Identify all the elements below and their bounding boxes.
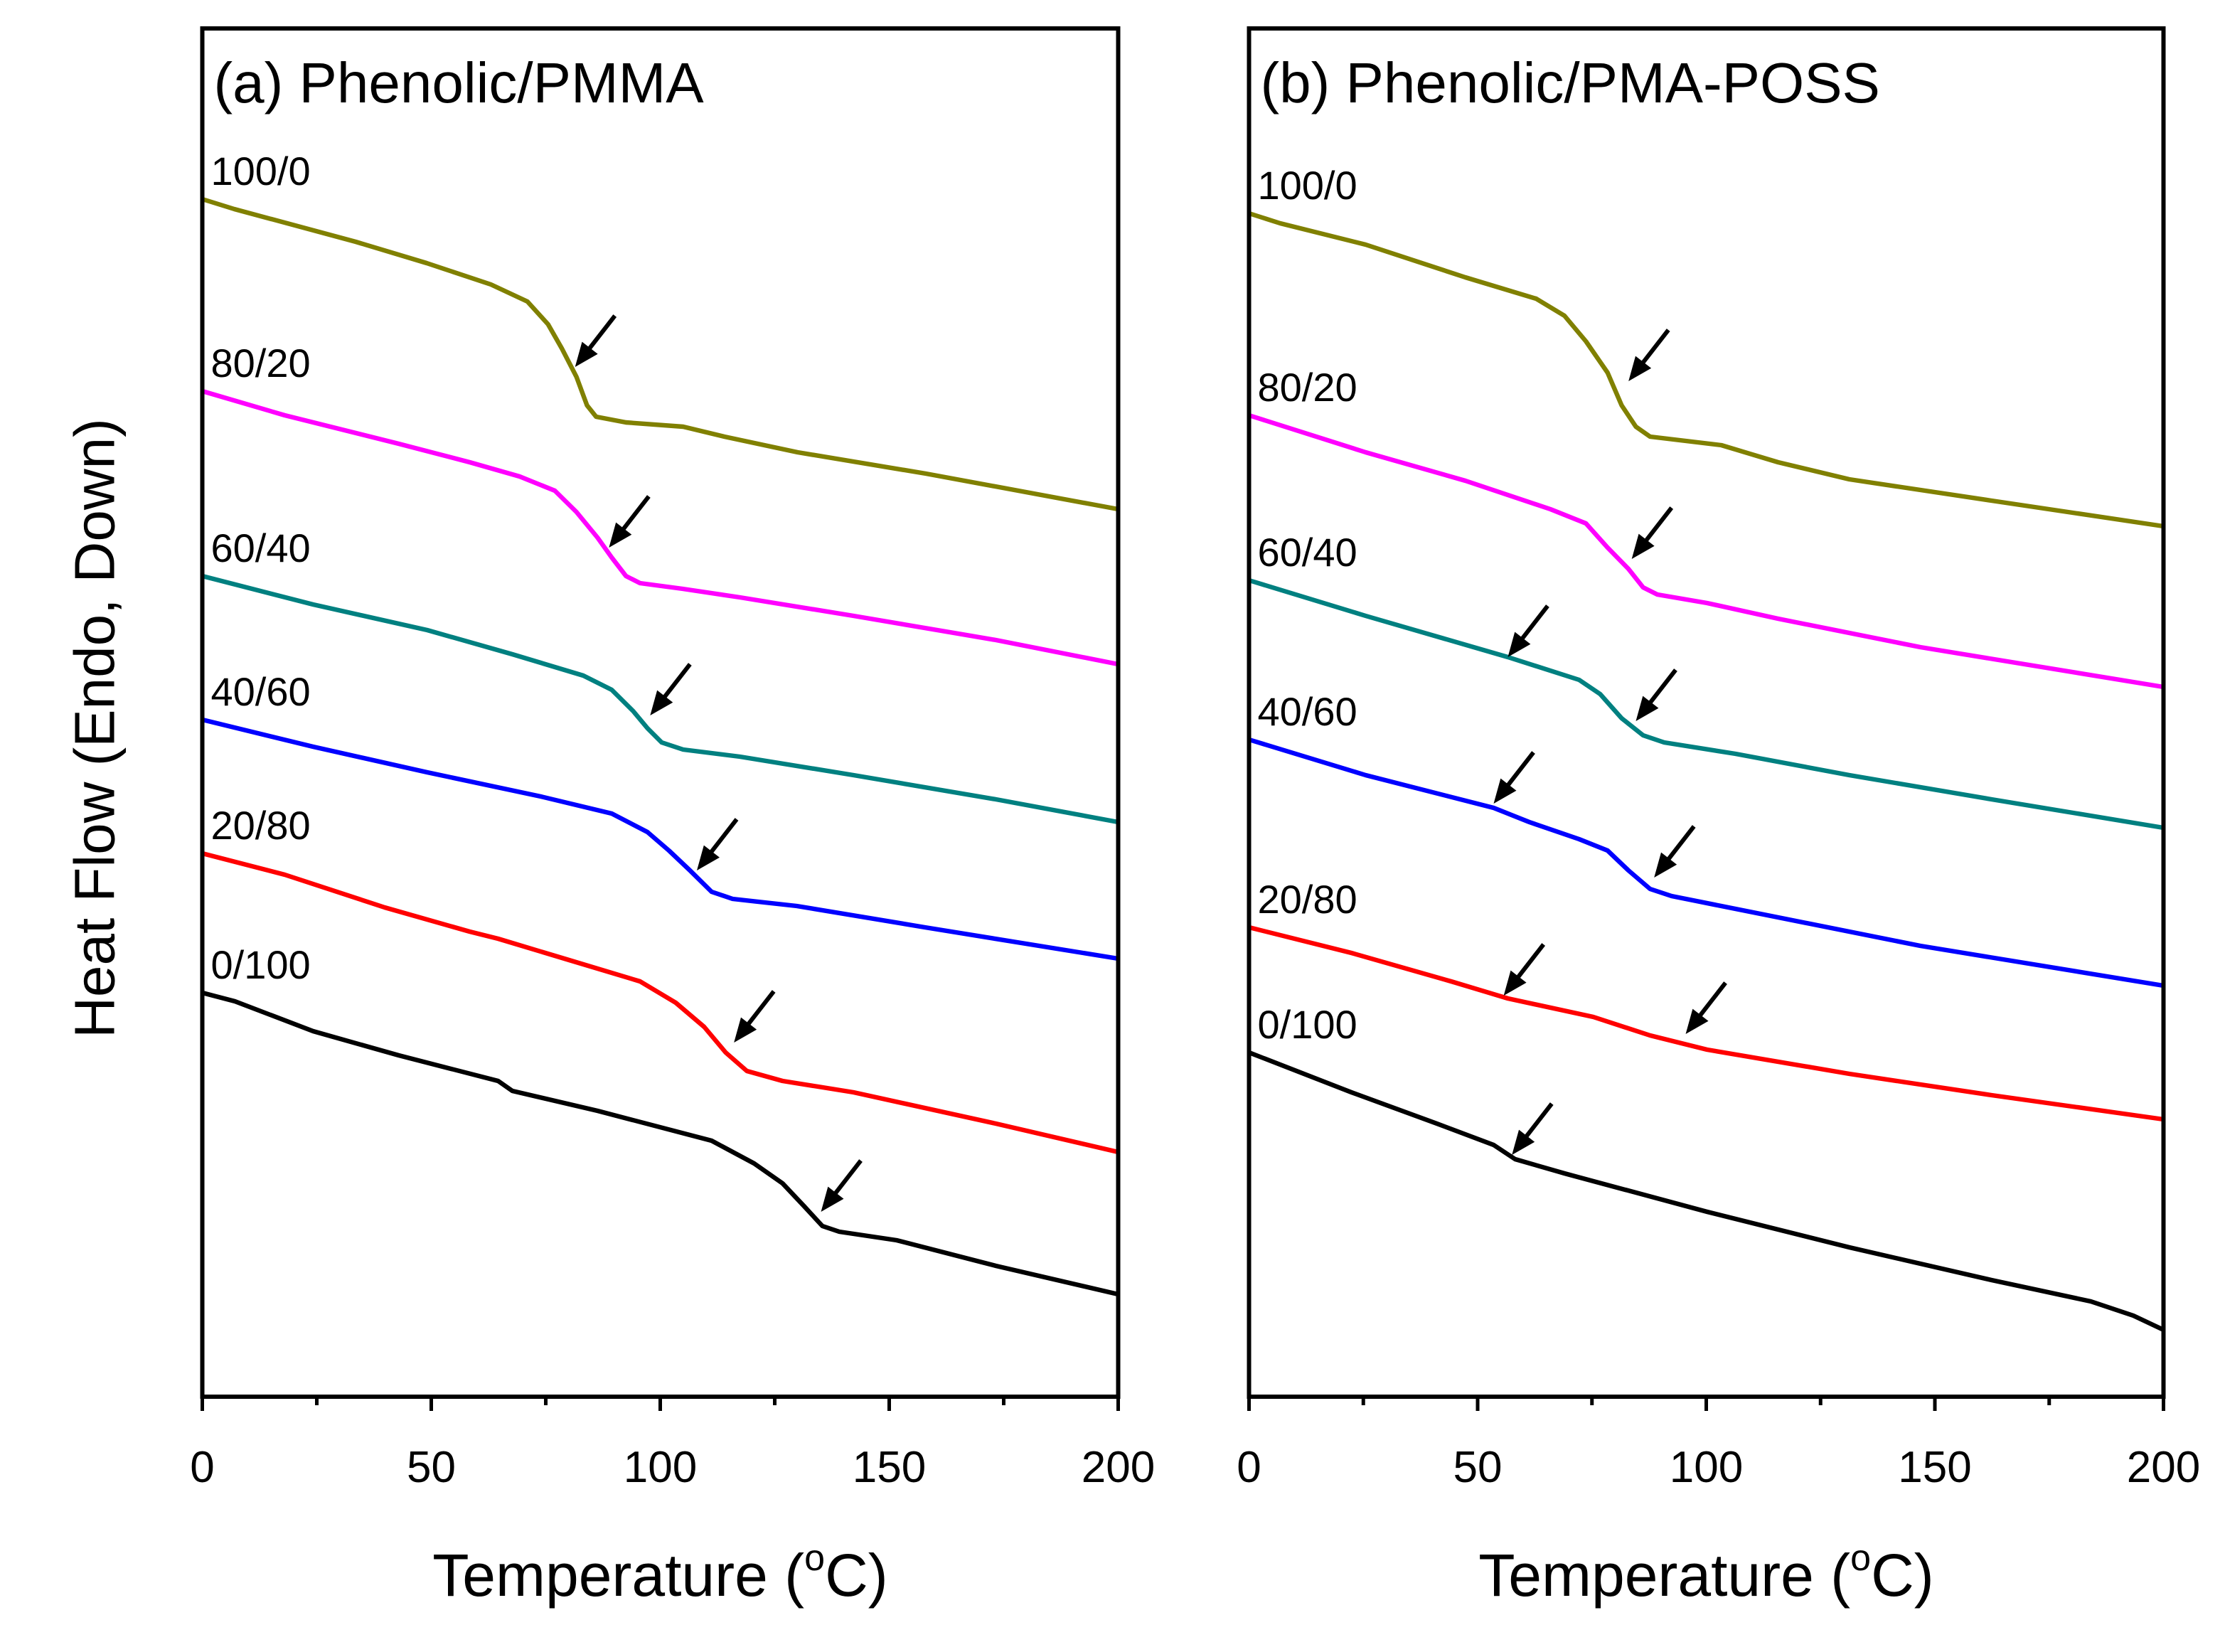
series-line-20-80	[201, 851, 1119, 1155]
tg-arrow-head	[1512, 1129, 1535, 1155]
tg-arrow-shaft	[1516, 604, 1549, 646]
tg-arrow	[1654, 825, 1696, 878]
tg-arrow	[650, 663, 692, 715]
panel-title: (b) Phenolic/PMA-POSS	[1261, 51, 1880, 114]
series-label: 20/80	[211, 803, 311, 848]
tg-arrow	[1508, 604, 1549, 657]
tg-arrow-shaft	[1644, 668, 1677, 710]
series-label: 60/40	[1258, 530, 1357, 575]
tg-arrow-shaft	[617, 495, 651, 536]
tg-arrow-shaft	[742, 990, 776, 1031]
series-line-60-40	[1248, 577, 2165, 831]
tg-arrow	[609, 495, 651, 548]
tg-arrow-head	[1493, 778, 1517, 804]
tg-arrow-shaft	[583, 314, 617, 356]
tg-arrow-shaft	[705, 818, 739, 859]
x-tick-label: 200	[2127, 1443, 2200, 1492]
tg-arrow-shaft	[1662, 825, 1696, 866]
tg-arrow-head	[1503, 970, 1527, 996]
tg-arrow-head	[1636, 696, 1659, 721]
tg-arrow-shaft	[829, 1159, 863, 1200]
x-tick-label: 50	[1453, 1443, 1503, 1492]
y-axis-title: Heat Flow (Endo, Down)	[63, 418, 127, 1038]
tg-arrow-head	[1685, 1008, 1709, 1034]
x-tick-label: 100	[624, 1443, 697, 1492]
x-tick-label: 50	[407, 1443, 456, 1492]
x-tick-label: 0	[190, 1443, 214, 1492]
tg-arrow-head	[734, 1017, 757, 1043]
x-tick-label: 200	[1082, 1443, 1155, 1492]
series-label: 20/80	[1258, 877, 1357, 922]
series-line-60-40	[201, 573, 1119, 825]
tg-arrow-head	[1654, 852, 1677, 878]
tg-arrow	[1493, 751, 1535, 804]
series-label: 100/0	[211, 149, 311, 193]
tg-arrow	[575, 314, 617, 367]
series-label: 0/100	[1258, 1002, 1357, 1047]
series-label: 0/100	[211, 942, 311, 987]
tg-arrow	[734, 990, 776, 1043]
panel-b: 100/0 80/20 60/40 40/60 20/80 0/100 0 50 100 150 2…	[1237, 26, 2200, 1609]
x-tick-label: 0	[1237, 1443, 1261, 1492]
x-tick-label: 150	[853, 1443, 926, 1492]
tg-arrow-head	[650, 690, 673, 715]
series-label: 40/60	[211, 669, 311, 714]
x-tick-label: 100	[1670, 1443, 1743, 1492]
series-line-20-80	[1248, 924, 2164, 1122]
series-label: 40/60	[1258, 689, 1357, 734]
series-label: 80/20	[1258, 365, 1357, 410]
plot-frame	[200, 26, 1121, 1399]
series-line-80-20	[201, 388, 1119, 667]
tg-arrow-shaft	[1502, 751, 1535, 792]
series-label: 100/0	[1258, 163, 1357, 208]
tg-arrow	[1631, 506, 1674, 559]
tg-arrow	[821, 1159, 863, 1212]
tg-arrow-shaft	[1520, 1102, 1554, 1144]
series-line-40-60	[201, 717, 1119, 961]
series-line-100-0	[1248, 211, 2164, 529]
panel-title: (a) Phenolic/PMMA	[214, 51, 705, 114]
tg-arrow-head	[697, 845, 720, 870]
series-line-0-100	[201, 990, 1119, 1297]
series-line-80-20	[1248, 412, 2165, 690]
tg-arrow	[697, 818, 739, 870]
tg-arrow-head	[821, 1186, 844, 1212]
panel-a: 100/0 80/20 60/40 40/60 20/80 0/100 0 50 100 150 2…	[190, 26, 1155, 1609]
tg-arrow	[1628, 329, 1670, 381]
series-label: 60/40	[211, 526, 311, 570]
tg-arrow-head	[575, 341, 598, 367]
tg-arrow-shaft	[1512, 943, 1546, 984]
x-tick-label: 150	[1898, 1443, 1971, 1492]
tg-arrow-head	[1628, 356, 1652, 381]
tg-arrow-shaft	[1694, 981, 1727, 1023]
plot-frame	[1247, 26, 2166, 1399]
tg-arrow	[1512, 1102, 1554, 1155]
tg-arrow-head	[1508, 632, 1531, 657]
tg-arrow-shaft	[1636, 329, 1670, 370]
series-line-40-60	[1248, 737, 2165, 988]
x-axis-title: Temperature (oC)	[1478, 1538, 1933, 1609]
series-line-0-100	[1248, 1050, 2165, 1332]
tg-arrow-head	[609, 522, 632, 548]
tg-arrow-head	[1631, 533, 1655, 559]
tg-arrow-shaft	[658, 663, 692, 704]
tg-arrow	[1503, 943, 1546, 996]
tg-arrow	[1636, 668, 1677, 721]
series-label: 80/20	[211, 341, 311, 385]
x-axis-title: Temperature (oC)	[432, 1538, 887, 1609]
tg-arrow-shaft	[1640, 506, 1674, 548]
series-line-100-0	[201, 196, 1119, 512]
tg-arrow	[1685, 981, 1727, 1034]
